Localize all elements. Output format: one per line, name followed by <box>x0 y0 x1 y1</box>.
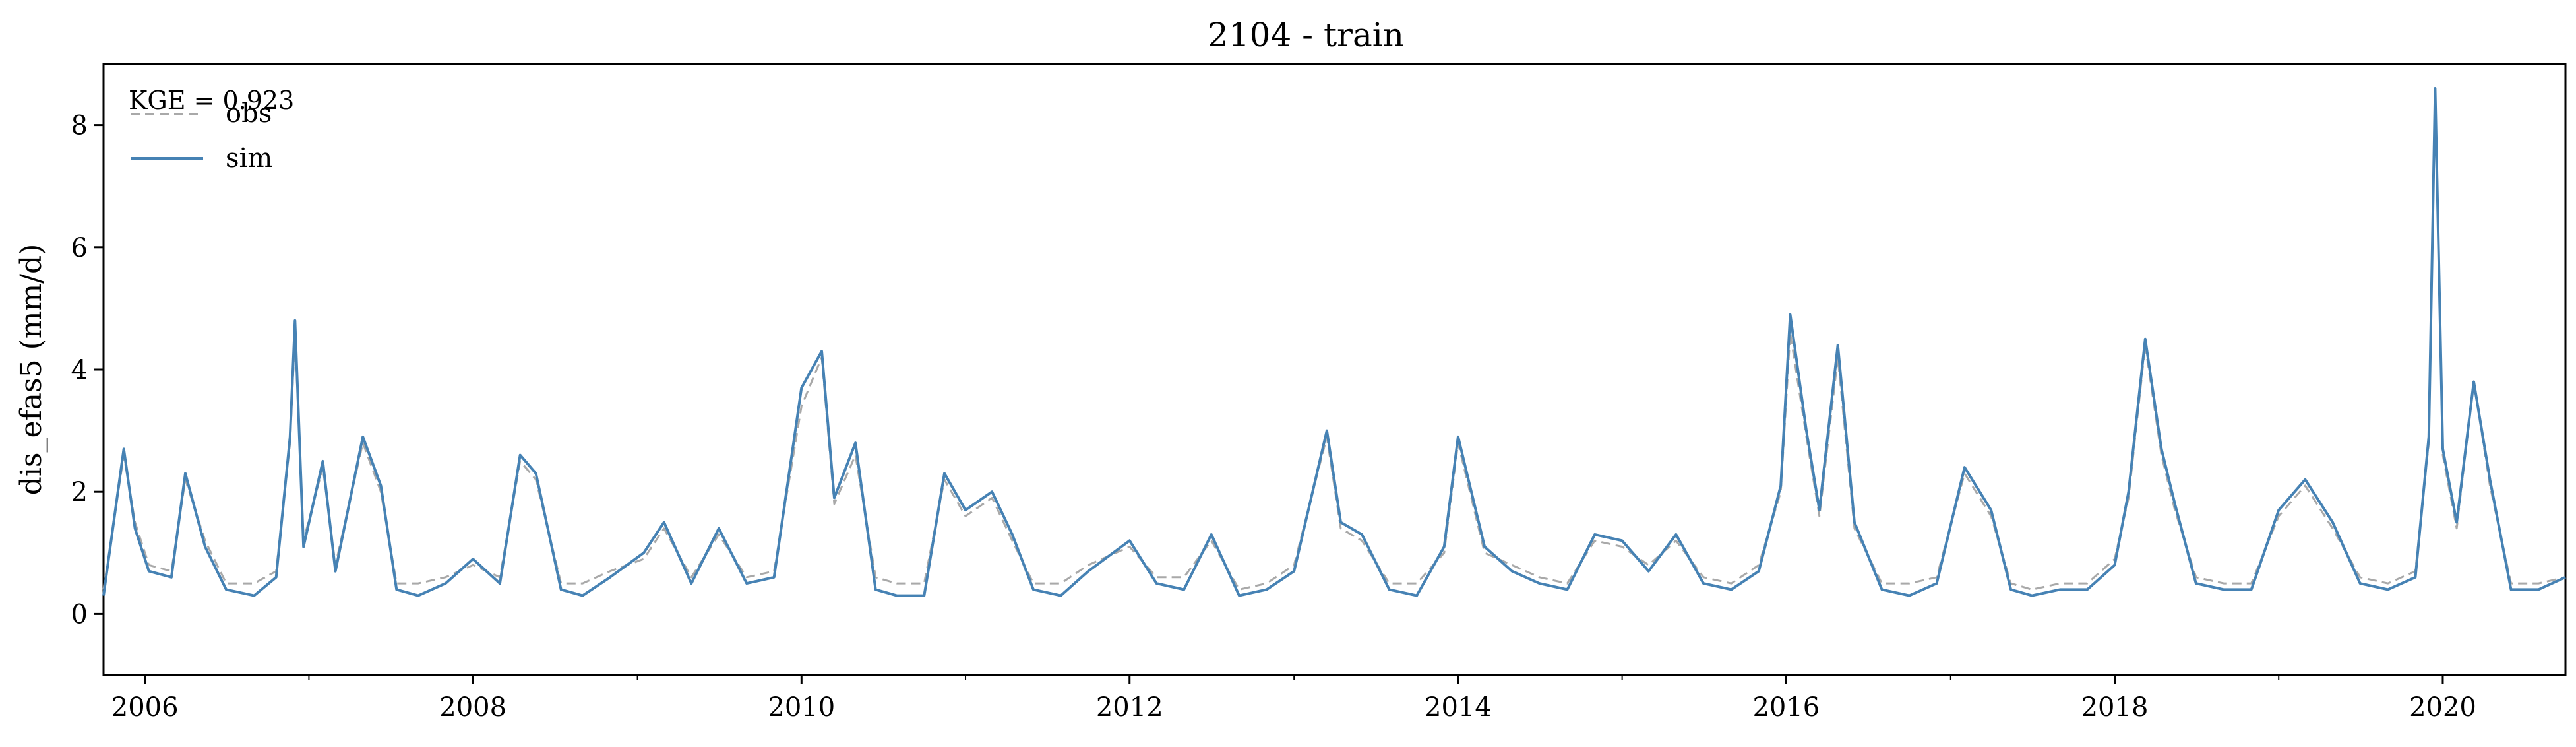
y-axis: 0 2 4 6 8 <box>71 111 104 630</box>
x-tick-label: 2016 <box>1752 692 1820 723</box>
y-tick-label: 2 <box>71 477 88 507</box>
kge-annotation: KGE = 0.923 <box>129 86 294 115</box>
x-tick-label: 2020 <box>2409 692 2476 723</box>
x-axis: 2006 2008 2010 2012 2014 2016 2018 2020 <box>111 675 2476 723</box>
x-tick-label: 2014 <box>1425 692 1492 723</box>
plot-area: 2006 2008 2010 2012 2014 2016 2018 2020 0 2 4 6 8 <box>71 63 2567 723</box>
y-tick-label: 8 <box>71 111 88 141</box>
legend-label-sim: sim <box>226 143 272 174</box>
series-line-obs <box>102 87 2566 591</box>
legend-label-obs: obs <box>226 98 272 129</box>
series-line-sim <box>102 87 2566 597</box>
x-tick-label: 2012 <box>1096 692 1163 723</box>
chart-title: 2104 - train <box>1208 16 1404 54</box>
x-tick-label: 2018 <box>2081 692 2149 723</box>
x-tick-label: 2008 <box>439 692 506 723</box>
y-tick-label: 4 <box>71 355 88 385</box>
y-axis-label: dis_efas5 (mm/d) <box>15 244 48 496</box>
y-tick-label: 6 <box>71 233 88 263</box>
x-tick-label: 2010 <box>768 692 835 723</box>
series-layer <box>102 87 2566 597</box>
legend: obs sim <box>131 98 272 174</box>
x-tick-label: 2006 <box>111 692 179 723</box>
y-tick-label: 0 <box>71 599 88 630</box>
